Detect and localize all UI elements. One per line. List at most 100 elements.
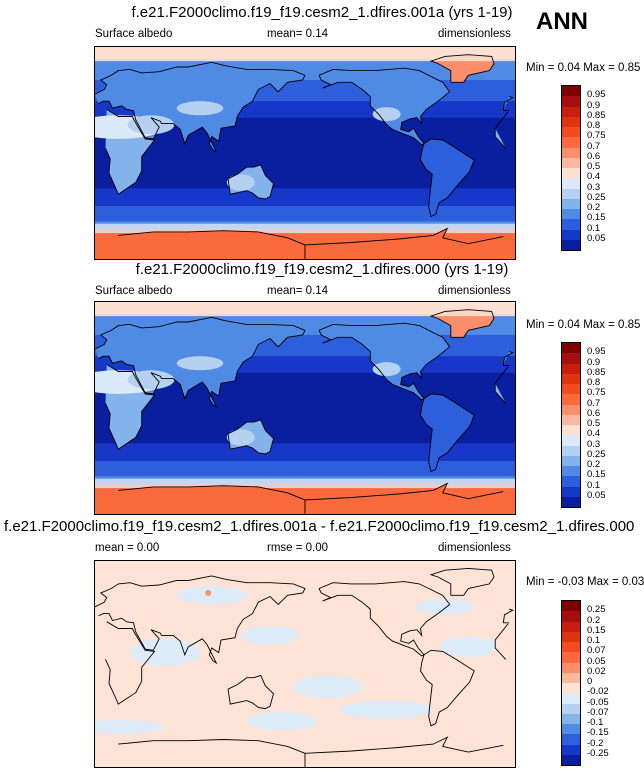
colorbar-tick-label: -0.2 (587, 737, 604, 749)
colorbar-bin (562, 198, 580, 210)
colorbar-tick-label: -0.1 (587, 717, 604, 728)
colorbar-bin (562, 168, 580, 179)
colorbar-tick-label: 0.2 (587, 614, 601, 626)
panel2-mean-label: mean= 0.14 (267, 285, 329, 297)
colorbar-bin (562, 414, 580, 426)
colorbar-bin (562, 363, 580, 375)
colorbar-bin (562, 724, 580, 735)
colorbar-tick-label: 0.8 (587, 120, 601, 131)
colorbar-bin (562, 239, 580, 251)
panel3-units-label: dimensionless (438, 542, 511, 554)
colorbar-bin (562, 127, 580, 138)
colorbar-tick-label: 0.8 (587, 377, 601, 388)
colorbar-tick-label: 0.07 (587, 645, 606, 657)
colorbar-tick-label: 0.1 (587, 635, 601, 646)
colorbar-bin (562, 96, 580, 107)
colorbar-bin (562, 116, 580, 128)
colorbar-tick-label: 0.85 (587, 366, 606, 378)
colorbar-tick-label: 0.05 (587, 489, 606, 501)
panel2-minmax: Min = 0.04 Max = 0.85 (526, 319, 641, 331)
colorbar-bin (562, 662, 580, 674)
colorbar-tick-label: -0.02 (587, 686, 609, 698)
colorbar-bin (562, 106, 580, 118)
colorbar-tick-label: 0.9 (587, 99, 601, 111)
colorbar-bin (562, 601, 580, 612)
colorbar-bin (562, 178, 580, 189)
season-label: ANN (536, 8, 588, 35)
colorbar-bin (562, 713, 580, 725)
colorbar-bin (562, 703, 580, 715)
colorbar-bin (562, 672, 580, 684)
colorbar-tick-label: 0.15 (587, 469, 606, 481)
colorbar-tick-label: 0.02 (587, 665, 606, 677)
colorbar-tick-label: -0.05 (587, 696, 609, 708)
panel2-title: f.e21.F2000climo.f19_f19.cesm2_1.dfires.… (135, 261, 509, 278)
colorbar-bin (562, 394, 580, 405)
colorbar-tick-label: 0.95 (587, 89, 606, 101)
panel1-map (94, 46, 516, 260)
colorbar-tick-label: 0.1 (587, 222, 601, 234)
colorbar-tick-label: 0.75 (587, 130, 606, 142)
colorbar-bin (562, 445, 580, 457)
colorbar-tick-label: 0.9 (587, 356, 601, 368)
colorbar-tick-label: 0.4 (587, 428, 601, 440)
colorbar-tick-label: 0.2 (587, 459, 601, 470)
panel3-title: f.e21.F2000climo.f19_f19.cesm2_1.dfires.… (4, 518, 635, 535)
panel2-units-label: dimensionless (438, 285, 511, 297)
colorbar-bin (562, 188, 580, 200)
panel1-left-label: Surface albedo (95, 28, 173, 40)
colorbar-tick-label: 0.5 (587, 418, 601, 429)
colorbar-tick-label: 0.5 (587, 161, 601, 172)
colorbar-bin (562, 209, 580, 220)
colorbar-tick-label: 0.3 (587, 181, 601, 193)
panel2-map (94, 301, 516, 515)
colorbar-bin (562, 86, 580, 97)
colorbar-bin (562, 404, 580, 416)
colorbar-bin (562, 229, 580, 241)
colorbar-tick-label: 0.25 (587, 604, 606, 616)
colorbar-bin (562, 137, 580, 148)
panel1-units-label: dimensionless (438, 28, 511, 40)
colorbar-bin (562, 744, 580, 756)
colorbar-tick-label: -0.07 (587, 706, 609, 718)
panel1-title: f.e21.F2000climo.f19_f19.cesm2_1.dfires.… (131, 4, 513, 21)
colorbar-tick-label: 0.95 (587, 346, 606, 358)
colorbar-tick-label: 0.6 (587, 150, 601, 162)
colorbar-bin (562, 219, 580, 230)
colorbar-tick-label: 0 (587, 676, 593, 687)
colorbar-bin (562, 373, 580, 385)
colorbar-tick-label: 0.25 (587, 191, 606, 203)
colorbar-bin (562, 642, 580, 653)
colorbar-bin (562, 734, 580, 745)
panel2-left-label: Surface albedo (95, 285, 173, 297)
colorbar-tick-label: 0.3 (587, 438, 601, 450)
panel3-minmax: Min = -0.03 Max = 0.03 (526, 576, 644, 588)
colorbar-bin (562, 466, 580, 477)
colorbar-bin (562, 683, 580, 694)
colorbar-bin (562, 157, 580, 169)
colorbar-tick-label: 0.05 (587, 232, 606, 244)
colorbar-bin (562, 754, 580, 766)
colorbar-tick-label: 0.25 (587, 448, 606, 460)
colorbar-bin (562, 652, 580, 663)
panel3-map (94, 560, 516, 768)
colorbar-tick-label: 0.15 (587, 212, 606, 224)
panel1-mean-label: mean= 0.14 (267, 28, 329, 40)
colorbar-bin (562, 621, 580, 633)
colorbar-tick-label: -0.15 (587, 727, 609, 739)
colorbar-tick-label: 0.6 (587, 407, 601, 419)
colorbar-bin (562, 425, 580, 436)
map-canvas (95, 561, 515, 767)
panel2-colorbar (561, 342, 581, 508)
colorbar-tick-label: 0.7 (587, 397, 601, 409)
colorbar-bin (562, 147, 580, 159)
panel3-rmse-label: rmse = 0.00 (267, 542, 329, 554)
colorbar-tick-label: 0.15 (587, 624, 606, 636)
panel3-colorbar (561, 600, 581, 766)
colorbar-bin (562, 353, 580, 364)
colorbar-tick-label: 0.85 (587, 109, 606, 121)
colorbar-tick-label: 0.7 (587, 140, 601, 152)
colorbar-bin (562, 631, 580, 643)
colorbar-bin (562, 486, 580, 498)
colorbar-tick-label: 0.75 (587, 387, 606, 399)
